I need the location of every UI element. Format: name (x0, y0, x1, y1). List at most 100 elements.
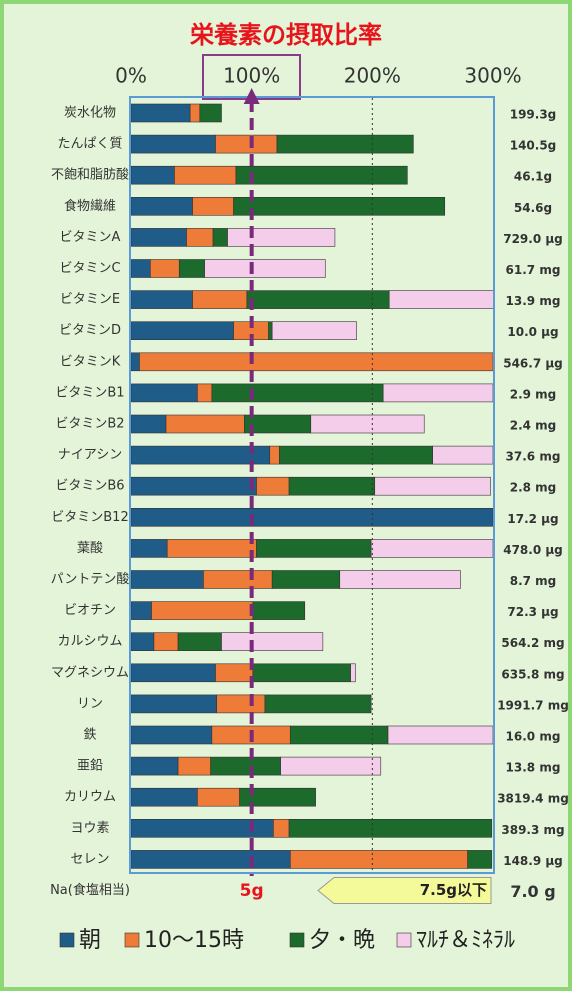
bar-segment (131, 197, 193, 216)
legend-swatch (124, 932, 140, 948)
bar-segment (244, 414, 312, 434)
category-label: マグネシウム (51, 665, 129, 680)
bar-segment (235, 165, 408, 185)
bar-segment (186, 228, 214, 247)
category-label: ビタミンB2 (55, 417, 124, 432)
bar-segment (288, 818, 493, 838)
legend-swatch (396, 932, 412, 948)
bar-segment (388, 290, 493, 309)
bar-segment (467, 850, 493, 869)
bar-segment (131, 352, 140, 372)
category-label: たんぱく質 (57, 137, 122, 152)
bar-segment (273, 818, 290, 838)
category-label: 炭水化物 (64, 106, 116, 121)
bar-segment (197, 383, 213, 403)
legend-swatch (59, 932, 75, 948)
bar-segment (131, 476, 257, 496)
x-tick-label: 200% (344, 64, 401, 88)
category-label: ヨウ素 (70, 821, 109, 836)
bar-segment (289, 850, 468, 869)
category-label: 亜鉛 (77, 759, 103, 774)
category-label: ビタミンB6 (55, 479, 124, 494)
amount-label: 1991.7 mg (497, 698, 569, 712)
amount-label: 54.6g (514, 201, 552, 215)
bar-segment (210, 756, 281, 776)
amount-label: 72.3 μg (507, 605, 558, 619)
bar-segment (280, 756, 382, 776)
bar-segment (131, 228, 187, 247)
bar-segment (215, 663, 254, 683)
bar-segment (174, 165, 237, 185)
bars (131, 103, 493, 869)
bar-segment (256, 476, 290, 496)
reference-arrow (243, 88, 260, 104)
bar-segment (432, 445, 493, 465)
amount-label: 17.2 μg (507, 512, 558, 526)
legend-label: 朝 (79, 928, 101, 953)
bar-segment (151, 601, 254, 620)
category-label: ビタミンB12 (51, 510, 128, 525)
bar-segment (131, 134, 216, 154)
bar-segment (382, 383, 493, 403)
note-callout (317, 877, 492, 904)
amount-label: 2.4 mg (510, 419, 557, 433)
bar-segment (177, 756, 211, 776)
bar-segment (131, 601, 152, 620)
amount-label: 46.1g (514, 170, 552, 184)
amount-label: 635.8 mg (501, 667, 564, 681)
bar-segment (276, 134, 414, 154)
bar-segment (165, 414, 245, 434)
legend-label: ﾏﾙﾁ＆ﾐﾈﾗﾙ (416, 928, 515, 953)
amount-label: 2.8 mg (510, 481, 557, 495)
bar-segment (264, 694, 372, 714)
bar-segment (227, 228, 336, 247)
bar-segment (131, 103, 191, 123)
bar-segment (288, 476, 376, 496)
category-label: パントテン酸 (51, 572, 130, 587)
bar-segment (131, 725, 213, 745)
category-label: 不飽和脂肪酸 (51, 167, 129, 183)
bar-segment (166, 539, 257, 558)
bar-segment (271, 321, 357, 341)
bar-segment (131, 165, 175, 185)
bar-segment (246, 290, 390, 309)
amount-label: 389.3 mg (501, 823, 564, 837)
legend-label: 夕・晩 (309, 928, 375, 953)
amount-label: 564.2 mg (501, 636, 564, 650)
bar-segment (252, 601, 306, 620)
x-tick-label: 0% (115, 64, 147, 88)
bar-segment (131, 632, 155, 652)
chart-title: 栄養素の摂取比率 (189, 21, 382, 49)
amount-label: 478.0 μg (503, 543, 563, 557)
amount-label: 7.0 g (510, 882, 555, 901)
bar-segment (131, 383, 198, 403)
category-label: ビタミンB1 (55, 385, 124, 400)
legend-swatch (289, 932, 305, 948)
bar-segment (153, 632, 179, 652)
bar-segment (289, 725, 389, 745)
bar-segment (192, 290, 248, 309)
bar-segment (269, 445, 280, 465)
bar-segment (131, 663, 216, 683)
bar-segment (131, 694, 217, 714)
category-label: ビタミンC (59, 261, 120, 276)
amount-label: 199.3g (510, 108, 557, 122)
category-label: Na(食塩相当) (50, 882, 130, 898)
category-label: 食物繊維 (64, 198, 116, 214)
bar-segment (256, 539, 372, 558)
amount-label: 13.8 mg (506, 761, 561, 775)
amount-label: 729.0 μg (503, 232, 563, 246)
bar-segment (271, 570, 341, 589)
bar-segment (131, 414, 167, 434)
plot-frame (129, 96, 495, 874)
bar-segment (216, 694, 266, 714)
amount-label: 8.7 mg (510, 574, 557, 588)
bar-segment (310, 414, 425, 434)
category-label: ナイアシン (58, 448, 122, 463)
bar-segment (150, 259, 180, 278)
bar-segment (339, 570, 461, 589)
bar-segment (192, 197, 234, 216)
bar-segment (131, 507, 493, 527)
amount-label: 148.9 μg (503, 854, 563, 868)
